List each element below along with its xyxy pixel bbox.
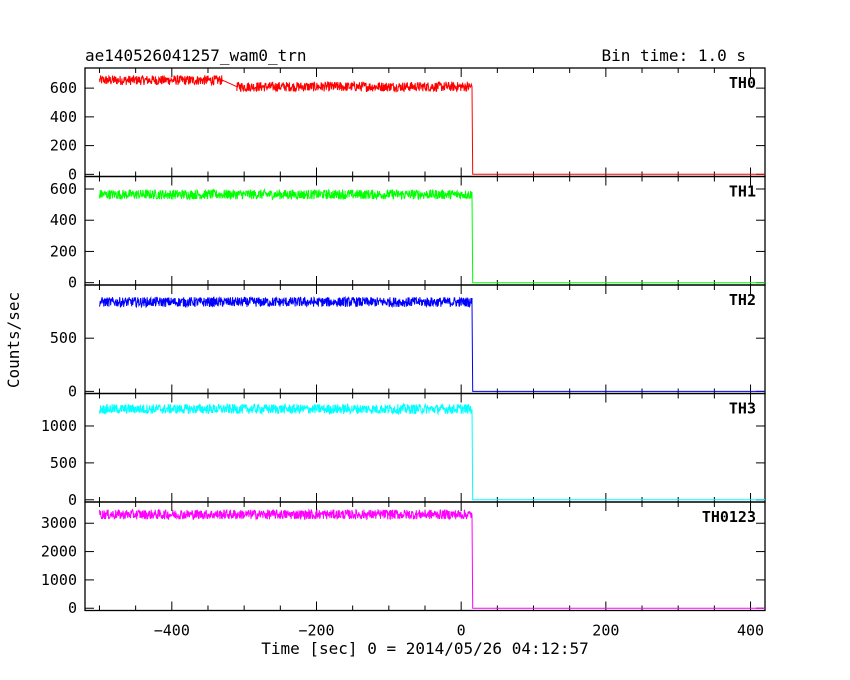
panels: 0 200 400 600 TH0 0 200 400 600 TH1 0 500 TH2 0 500 100… (41, 67, 766, 640)
series-line-th1 (99, 188, 765, 284)
y-tick-label-th0: 600 (50, 79, 77, 97)
y-axis-label: Counts/sec (4, 292, 23, 388)
x-tick-label: 400 (737, 622, 764, 640)
y-tick-label-th2: 500 (50, 329, 77, 347)
panel-label-th0: TH0 (729, 74, 756, 92)
panel-frame-th1 (84, 175, 766, 286)
y-tick-label-th0: 400 (50, 108, 77, 126)
y-tick-label-th0123: 0 (68, 599, 77, 617)
y-tick-label-th0123: 1000 (41, 571, 77, 589)
x-tick-label: −400 (154, 622, 190, 640)
y-tick-label-th3: 500 (50, 454, 77, 472)
y-tick-label-th1: 400 (50, 211, 77, 229)
y-tick-label-th1: 600 (50, 180, 77, 198)
series-line-th0123 (99, 508, 765, 609)
y-tick-label-th0123: 2000 (41, 543, 77, 561)
y-tick-label-th3: 0 (68, 491, 77, 509)
panel-frame-th0123 (84, 501, 766, 612)
y-tick-label-th1: 200 (50, 242, 77, 260)
panel-label-th0123: TH0123 (702, 508, 756, 526)
y-tick-label-th3: 1000 (41, 417, 77, 435)
series-line-th3 (99, 402, 765, 501)
series-line-th0 (99, 74, 765, 175)
x-tick-label: 200 (592, 622, 619, 640)
y-tick-label-th0: 200 (50, 137, 77, 155)
panel-label-th3: TH3 (729, 400, 756, 418)
panel-label-th1: TH1 (729, 183, 756, 201)
y-tick-label-th0123: 3000 (41, 514, 77, 532)
y-tick-label-th0: 0 (68, 165, 77, 183)
x-tick-label: 0 (457, 622, 466, 640)
y-tick-label-th2: 0 (68, 382, 77, 400)
bin-time-label: Bin time: 1.0 s (602, 46, 747, 65)
panel-frame-th3 (84, 392, 766, 503)
x-axis-label: Time [sec] 0 = 2014/05/26 04:12:57 (261, 639, 589, 658)
x-tick-label: −200 (298, 622, 334, 640)
series-line-th2 (99, 295, 765, 392)
panel-frame-th2 (84, 284, 766, 395)
panel-label-th2: TH2 (729, 291, 756, 309)
y-tick-label-th1: 0 (68, 274, 77, 292)
chart-title: ae140526041257_wam0_trn (85, 46, 307, 65)
